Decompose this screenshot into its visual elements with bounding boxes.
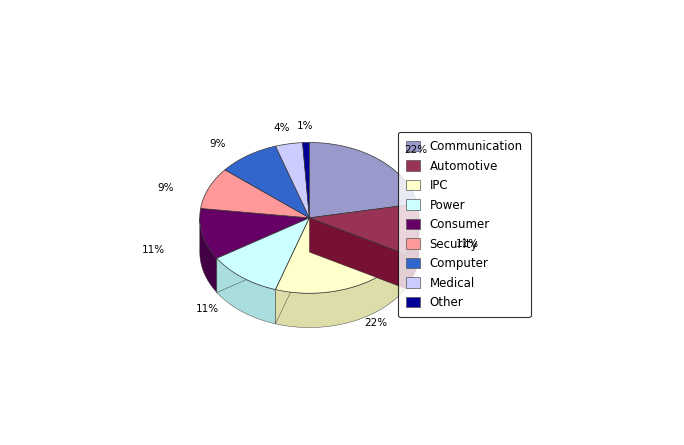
Text: 4%: 4% — [274, 123, 290, 133]
Polygon shape — [217, 218, 309, 292]
Polygon shape — [217, 218, 309, 292]
Text: 22%: 22% — [364, 318, 387, 328]
Polygon shape — [276, 218, 406, 293]
Text: 9%: 9% — [157, 183, 174, 193]
Polygon shape — [200, 218, 217, 292]
Polygon shape — [406, 218, 419, 288]
Polygon shape — [309, 204, 419, 254]
Polygon shape — [309, 142, 417, 218]
Polygon shape — [302, 142, 309, 218]
Polygon shape — [217, 218, 309, 290]
Polygon shape — [200, 208, 309, 258]
Text: 11%: 11% — [456, 239, 479, 249]
Polygon shape — [276, 218, 309, 324]
Text: 11%: 11% — [142, 245, 165, 255]
Polygon shape — [217, 258, 276, 324]
Text: 1%: 1% — [297, 121, 313, 131]
Text: 11%: 11% — [196, 303, 219, 314]
Polygon shape — [276, 254, 406, 328]
Polygon shape — [309, 218, 406, 288]
Polygon shape — [276, 143, 309, 218]
Polygon shape — [200, 170, 309, 218]
Text: 9%: 9% — [210, 139, 226, 149]
Legend: Communication, Automotive, IPC, Power, Consumer, Security, Computer, Medical, Ot: Communication, Automotive, IPC, Power, C… — [397, 132, 531, 317]
Polygon shape — [276, 218, 309, 324]
Polygon shape — [309, 218, 406, 288]
Text: 22%: 22% — [404, 145, 427, 155]
Polygon shape — [225, 146, 309, 218]
